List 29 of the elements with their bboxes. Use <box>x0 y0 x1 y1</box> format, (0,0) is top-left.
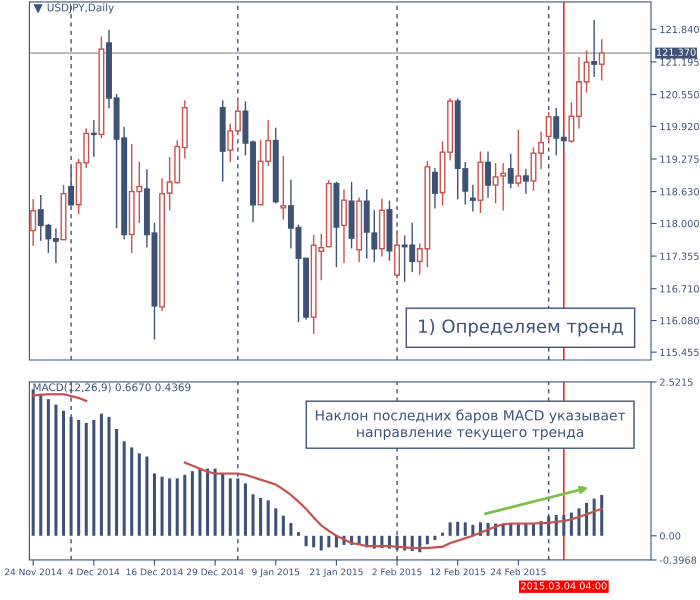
y-tick-label: 2.5215 <box>660 378 693 386</box>
chart-title: USDJPY,Daily <box>48 3 114 14</box>
y-tick-label: 120.550 <box>660 90 699 98</box>
y-tick-label: 117.355 <box>660 252 699 260</box>
annotation: Наклон последних баров MACD указывает направление текущего тренда <box>316 410 626 440</box>
y-tick-label: 118.000 <box>660 220 699 228</box>
x-tick-label: 9 Jan 2015 <box>252 568 300 577</box>
y-tick-label: 118.630 <box>660 188 699 196</box>
y-tick-label: 0.00 <box>660 532 680 540</box>
y-tick-label: 116.710 <box>660 285 699 293</box>
x-tick-label: 16 Dec 2014 <box>126 568 183 576</box>
y-tick-label: -0.3968 <box>660 556 696 564</box>
text: 2015.03.04 04:00 <box>521 582 607 590</box>
ref-line-label: 121.370 <box>657 48 696 56</box>
y-tick-label: 119.920 <box>660 122 699 130</box>
y-tick-label: 116.080 <box>660 317 699 324</box>
chart-title: MACD(12,26,9) 0.6670 0.4369 <box>34 383 190 392</box>
annotation: 1) Определяем тренд <box>419 319 623 337</box>
y-tick-label: 115.455 <box>660 348 699 356</box>
x-tick-label: 29 Dec 2014 <box>186 568 244 576</box>
y-tick-label: 119.275 <box>660 155 699 163</box>
y-tick-label: 121.195 <box>660 58 699 66</box>
x-tick-label: 4 Dec 2014 <box>68 568 120 576</box>
x-tick-label: 21 Jan 2015 <box>310 568 363 577</box>
x-tick-label: 12 Feb 2015 <box>430 568 485 576</box>
x-tick-label: 24 Nov 2014 <box>4 568 62 576</box>
x-tick-label: 2 Feb 2015 <box>372 568 422 576</box>
x-tick-label: 24 Feb 2015 <box>490 568 546 576</box>
y-tick-label: 121.840 <box>660 26 699 34</box>
